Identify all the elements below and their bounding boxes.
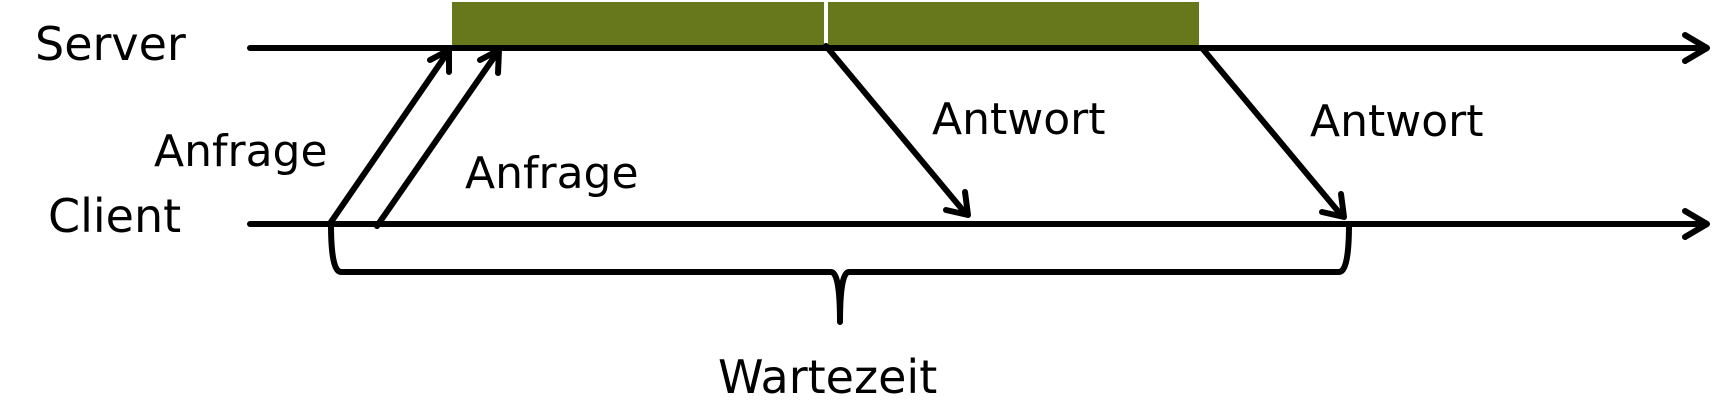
server-processing-block-1: [452, 2, 824, 47]
server-timeline-arrowhead: [1682, 32, 1710, 64]
server-processing-block-2: [828, 2, 1199, 47]
request-arrow-1-head: [427, 47, 452, 75]
request-arrow-2-head: [477, 47, 502, 76]
request-arrow-2: [374, 50, 500, 229]
client-lane-label: Client: [48, 189, 181, 243]
waiting-time-brace: [328, 221, 1352, 325]
response-label-1: Antwort: [932, 94, 1106, 145]
client-timeline-arrowhead: [1682, 208, 1710, 240]
waiting-time-label: Wartezeit: [718, 350, 937, 404]
server-lane-label: Server: [35, 17, 186, 71]
request-label-1: Anfrage: [154, 126, 328, 177]
request-label-2: Anfrage: [465, 148, 639, 199]
response-arrow-2: [1199, 45, 1345, 219]
response-label-2: Antwort: [1310, 96, 1484, 147]
request-arrow-1: [328, 49, 451, 225]
response-arrow-1: [823, 43, 969, 217]
response-arrow-2-head: [1319, 191, 1347, 220]
response-arrow-1-head: [943, 189, 971, 218]
